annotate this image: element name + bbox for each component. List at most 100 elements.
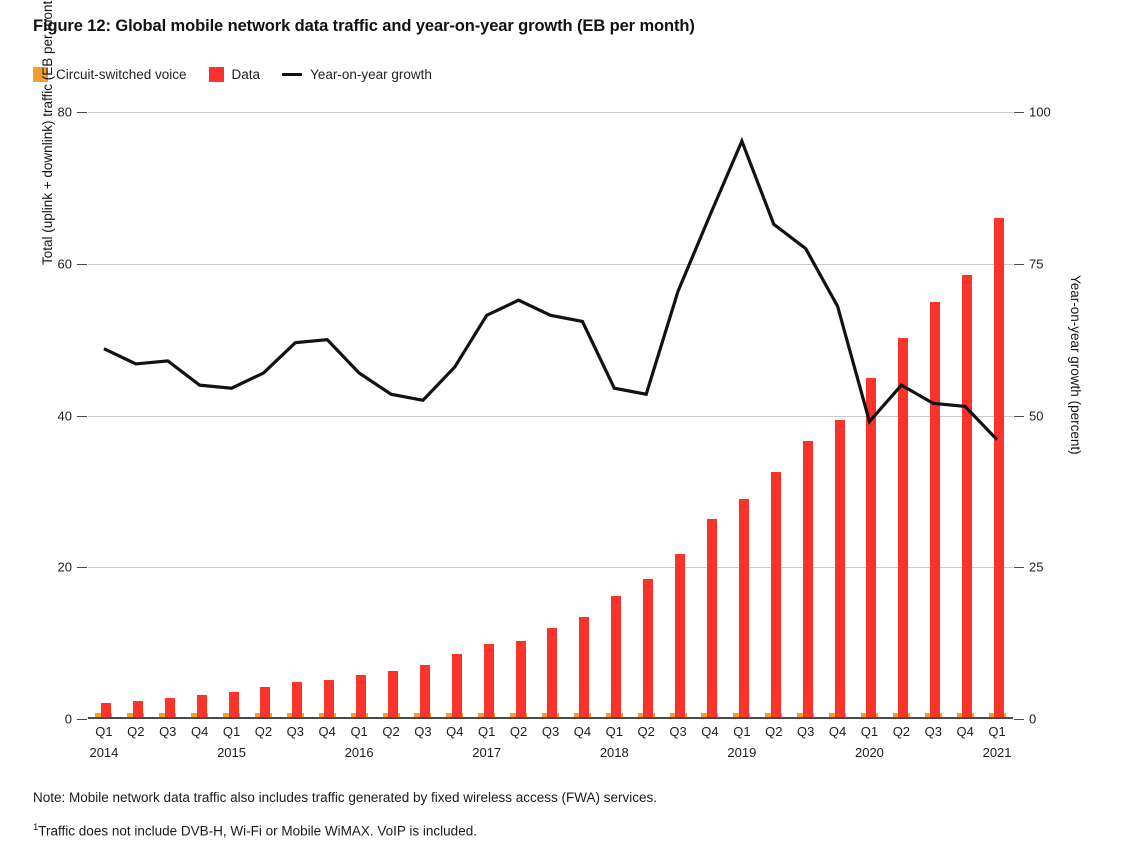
x-axis-quarter-label: Q4 [573,724,592,739]
y-axis-left-tick [77,112,87,113]
x-axis-quarter-label: Q2 [765,724,783,739]
bars-layer [88,112,1013,719]
bar-data[interactable] [132,700,143,719]
bar-group[interactable] [854,112,886,719]
page-title: Figure 12: Global mobile network data tr… [33,17,695,35]
x-axis-quarter-label: Q2 [637,724,655,739]
bar-data[interactable] [962,275,973,719]
bar-data[interactable] [898,338,909,719]
x-axis-quarter-label: Q1 [988,724,1006,739]
bar-data[interactable] [930,301,941,719]
chart-footnote: 1Traffic does not include DVB-H, Wi-Fi o… [33,822,477,839]
bar-group[interactable] [184,112,216,719]
bar-data[interactable] [834,420,845,719]
x-axis-quarter-label: Q1 [605,724,623,739]
x-axis-labels: Q1 Q2 Q3 Q4 Q1 Q2 Q3 Q4 Q1 Q2 Q3 Q4 Q1 Q2 Q3 Q4 Q1 Q2 Q3 Q4… [88,724,1013,774]
x-axis-quarter-label: Q1 [733,724,751,739]
y-axis-left-tick [77,415,87,417]
x-axis-year-label: 2014 [89,745,119,760]
bar-data[interactable] [100,703,111,719]
bar-data[interactable] [515,640,526,719]
bar-group[interactable] [471,112,503,719]
chart-note: Note: Mobile network data traffic also i… [33,790,658,805]
bar-group[interactable] [566,112,598,719]
bar-data[interactable] [547,627,558,719]
bar-group[interactable] [630,112,662,719]
bar-data[interactable] [675,553,686,719]
x-axis-quarter-label: Q3 [669,724,687,739]
bar-group[interactable] [790,112,822,719]
bar-group[interactable] [216,112,248,719]
bar-data[interactable] [356,675,367,719]
bar-data[interactable] [260,687,271,719]
x-axis-quarter-label: Q1 [350,724,368,739]
x-axis-quarter-label: Q2 [892,724,911,739]
bar-group[interactable] [120,112,152,719]
legend-swatch-icon [33,66,48,82]
bar-data[interactable] [388,671,398,719]
plot-area: 0 20 40 60 80 0 25 50 75 100 [58,105,1051,727]
bar-data[interactable] [802,441,813,719]
bar-group[interactable] [981,112,1013,719]
bar-group[interactable] [535,112,567,719]
y-axis-right-tick-label: 75 [1029,256,1044,272]
bar-data[interactable] [706,518,717,719]
bar-data[interactable] [770,472,781,719]
bar-data[interactable] [579,616,590,719]
x-axis-year-label: 2018 [599,745,629,760]
bar-data[interactable] [866,378,877,719]
bar-data[interactable] [164,697,175,719]
bar-data[interactable] [228,691,239,719]
y-axis-left-tick-label: 0 [64,711,72,727]
bar-data[interactable] [738,498,749,719]
bar-data[interactable] [483,643,494,719]
y-axis-left-tick-label: 20 [57,559,72,575]
y-axis-left-tick [77,719,87,720]
bar-data[interactable] [196,695,207,719]
legend-item-year-on-year-growth: Year-on-year growth [282,67,454,82]
bar-group[interactable] [758,112,790,719]
bar-group[interactable] [503,112,535,719]
bar-group[interactable] [247,112,279,719]
bar-data[interactable] [292,681,303,719]
bar-group[interactable] [917,112,949,719]
bar-data[interactable] [994,218,1005,719]
bar-data[interactable] [643,579,654,719]
bar-group[interactable] [694,112,726,719]
bar-group[interactable] [311,112,343,719]
chart-legend: Circuit-switched voice Data Year-on-year… [33,63,454,85]
bar-group[interactable] [439,112,471,719]
bar-group[interactable] [662,112,694,719]
bar-group[interactable] [375,112,407,719]
bar-group[interactable] [407,112,439,719]
y-axis-right-tick [1014,415,1024,417]
bar-data[interactable] [611,596,622,719]
x-axis-year-label: 2015 [217,745,246,760]
bar-group[interactable] [152,112,184,719]
bar-group[interactable] [598,112,630,719]
legend-item-circuit-switched-voice: Circuit-switched voice [33,66,209,82]
bar-group[interactable] [822,112,854,719]
bar-group[interactable] [343,112,375,719]
bar-group[interactable] [885,112,917,719]
gridline [88,415,1013,417]
y-axis-right-tick-label: 50 [1029,408,1044,423]
y-axis-right-tick [1014,567,1024,569]
bar-group[interactable] [88,112,120,719]
x-axis-quarter-label: Q4 [828,724,847,739]
x-axis-quarter-label: Q3 [159,724,177,739]
bar-data[interactable] [451,653,462,719]
bar-group[interactable] [949,112,981,719]
x-axis-quarter-label: Q2 [127,724,145,739]
x-axis-quarter-label: Q3 [414,724,432,739]
bar-group[interactable] [726,112,758,719]
gridline [88,719,1013,720]
x-axis-quarter-label: Q3 [797,724,815,739]
y-axis-right-tick-label: 25 [1029,559,1044,575]
bar-group[interactable] [279,112,311,719]
x-axis-quarter-label: Q1 [478,724,496,739]
bar-data[interactable] [324,679,335,719]
bar-data[interactable] [419,665,430,719]
growth-line [103,136,999,441]
